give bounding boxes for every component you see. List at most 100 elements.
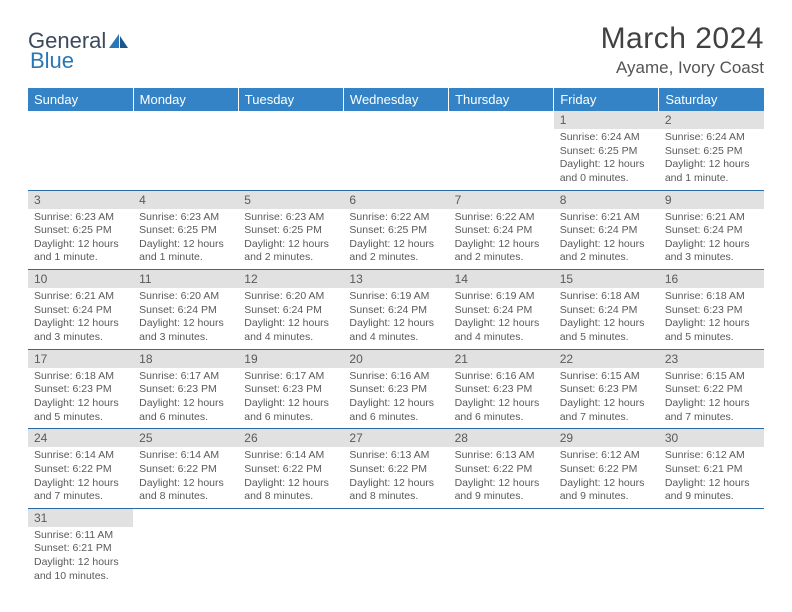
day-body: Sunrise: 6:23 AMSunset: 6:25 PMDaylight:… [133,209,238,270]
calendar-day-cell: 9Sunrise: 6:21 AMSunset: 6:24 PMDaylight… [659,190,764,270]
daylight-text-2: and 3 minutes. [665,251,758,265]
daylight-text-1: Daylight: 12 hours [665,317,758,331]
day-body: Sunrise: 6:20 AMSunset: 6:24 PMDaylight:… [133,288,238,349]
day-number: 29 [554,429,659,447]
sunset-text: Sunset: 6:25 PM [560,145,653,159]
sunrise-text: Sunrise: 6:17 AM [139,370,232,384]
daylight-text-2: and 5 minutes. [560,331,653,345]
calendar-day-cell: .. [449,508,554,587]
day-number: 11 [133,270,238,288]
sunrise-text: Sunrise: 6:23 AM [34,211,127,225]
sunset-text: Sunset: 6:25 PM [34,224,127,238]
daylight-text-1: Daylight: 12 hours [34,397,127,411]
sunrise-text: Sunrise: 6:23 AM [139,211,232,225]
sunset-text: Sunset: 6:25 PM [349,224,442,238]
day-number: 13 [343,270,448,288]
daylight-text-1: Daylight: 12 hours [665,397,758,411]
calendar-week-row: 17Sunrise: 6:18 AMSunset: 6:23 PMDayligh… [28,349,764,429]
calendar-day-cell: 4Sunrise: 6:23 AMSunset: 6:25 PMDaylight… [133,190,238,270]
daylight-text-1: Daylight: 12 hours [665,238,758,252]
daylight-text-1: Daylight: 12 hours [665,158,758,172]
day-number: 26 [238,429,343,447]
sunrise-text: Sunrise: 6:15 AM [665,370,758,384]
calendar-body: ..........1Sunrise: 6:24 AMSunset: 6:25 … [28,111,764,587]
sunset-text: Sunset: 6:22 PM [244,463,337,477]
sunset-text: Sunset: 6:23 PM [455,383,548,397]
sunrise-text: Sunrise: 6:16 AM [349,370,442,384]
daylight-text-1: Daylight: 12 hours [455,477,548,491]
sunset-text: Sunset: 6:24 PM [34,304,127,318]
day-number: 28 [449,429,554,447]
daylight-text-1: Daylight: 12 hours [455,238,548,252]
day-number: 6 [343,191,448,209]
calendar-day-cell: 13Sunrise: 6:19 AMSunset: 6:24 PMDayligh… [343,270,448,350]
day-body: Sunrise: 6:24 AMSunset: 6:25 PMDaylight:… [554,129,659,190]
daylight-text-1: Daylight: 12 hours [560,158,653,172]
daylight-text-2: and 2 minutes. [560,251,653,265]
day-number: 16 [659,270,764,288]
daylight-text-1: Daylight: 12 hours [455,397,548,411]
weekday-header: Sunday [28,88,133,111]
calendar-day-cell: 30Sunrise: 6:12 AMSunset: 6:21 PMDayligh… [659,429,764,509]
daylight-text-1: Daylight: 12 hours [560,397,653,411]
calendar-day-cell: 7Sunrise: 6:22 AMSunset: 6:24 PMDaylight… [449,190,554,270]
day-body: Sunrise: 6:15 AMSunset: 6:22 PMDaylight:… [659,368,764,429]
daylight-text-2: and 7 minutes. [560,411,653,425]
day-body: Sunrise: 6:12 AMSunset: 6:21 PMDaylight:… [659,447,764,508]
calendar-day-cell: 25Sunrise: 6:14 AMSunset: 6:22 PMDayligh… [133,429,238,509]
calendar-day-cell: 23Sunrise: 6:15 AMSunset: 6:22 PMDayligh… [659,349,764,429]
sunset-text: Sunset: 6:23 PM [34,383,127,397]
calendar-day-cell: .. [133,111,238,190]
sunrise-text: Sunrise: 6:18 AM [34,370,127,384]
day-body: Sunrise: 6:23 AMSunset: 6:25 PMDaylight:… [238,209,343,270]
logo-text-blue: Blue [30,48,74,74]
sunset-text: Sunset: 6:24 PM [349,304,442,318]
weekday-header: Wednesday [343,88,448,111]
calendar-week-row: 24Sunrise: 6:14 AMSunset: 6:22 PMDayligh… [28,429,764,509]
calendar-day-cell: 21Sunrise: 6:16 AMSunset: 6:23 PMDayligh… [449,349,554,429]
sunset-text: Sunset: 6:24 PM [455,304,548,318]
day-body: Sunrise: 6:13 AMSunset: 6:22 PMDaylight:… [449,447,554,508]
daylight-text-2: and 5 minutes. [34,411,127,425]
sunrise-text: Sunrise: 6:22 AM [349,211,442,225]
sunrise-text: Sunrise: 6:17 AM [244,370,337,384]
sunset-text: Sunset: 6:22 PM [455,463,548,477]
calendar-day-cell: 20Sunrise: 6:16 AMSunset: 6:23 PMDayligh… [343,349,448,429]
sunrise-text: Sunrise: 6:13 AM [349,449,442,463]
sunrise-text: Sunrise: 6:24 AM [665,131,758,145]
daylight-text-1: Daylight: 12 hours [244,238,337,252]
sunset-text: Sunset: 6:24 PM [560,224,653,238]
sunset-text: Sunset: 6:24 PM [139,304,232,318]
day-body: Sunrise: 6:19 AMSunset: 6:24 PMDaylight:… [449,288,554,349]
sunset-text: Sunset: 6:21 PM [34,542,127,556]
calendar-head: SundayMondayTuesdayWednesdayThursdayFrid… [28,88,764,111]
weekday-header: Saturday [659,88,764,111]
day-body: Sunrise: 6:22 AMSunset: 6:24 PMDaylight:… [449,209,554,270]
sunset-text: Sunset: 6:21 PM [665,463,758,477]
calendar-day-cell: 1Sunrise: 6:24 AMSunset: 6:25 PMDaylight… [554,111,659,190]
day-number: 14 [449,270,554,288]
day-number: 10 [28,270,133,288]
day-number: 4 [133,191,238,209]
daylight-text-2: and 4 minutes. [455,331,548,345]
sunset-text: Sunset: 6:22 PM [139,463,232,477]
day-number: 8 [554,191,659,209]
calendar-day-cell: 5Sunrise: 6:23 AMSunset: 6:25 PMDaylight… [238,190,343,270]
day-number: 31 [28,509,133,527]
day-body: Sunrise: 6:18 AMSunset: 6:24 PMDaylight:… [554,288,659,349]
daylight-text-1: Daylight: 12 hours [349,317,442,331]
day-number: 27 [343,429,448,447]
sunrise-text: Sunrise: 6:14 AM [139,449,232,463]
calendar-day-cell: .. [343,508,448,587]
day-body: Sunrise: 6:16 AMSunset: 6:23 PMDaylight:… [449,368,554,429]
daylight-text-1: Daylight: 12 hours [34,238,127,252]
daylight-text-1: Daylight: 12 hours [560,317,653,331]
day-body: Sunrise: 6:12 AMSunset: 6:22 PMDaylight:… [554,447,659,508]
daylight-text-1: Daylight: 12 hours [139,397,232,411]
daylight-text-2: and 8 minutes. [244,490,337,504]
day-number: 9 [659,191,764,209]
daylight-text-2: and 6 minutes. [244,411,337,425]
daylight-text-2: and 1 minute. [34,251,127,265]
sunrise-text: Sunrise: 6:21 AM [560,211,653,225]
day-body: Sunrise: 6:15 AMSunset: 6:23 PMDaylight:… [554,368,659,429]
